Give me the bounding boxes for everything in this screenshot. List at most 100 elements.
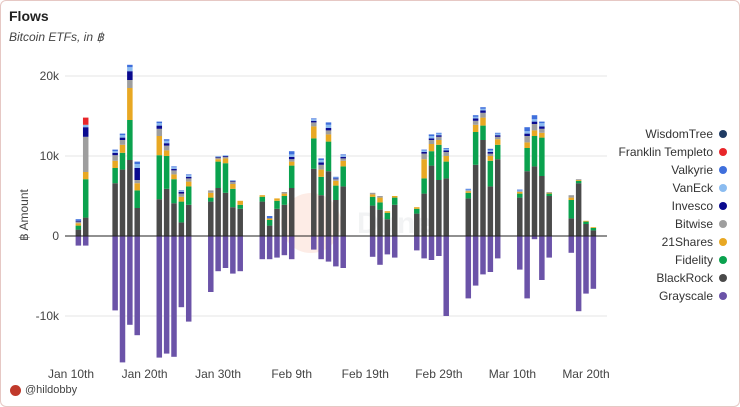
bar-segment-blackrock[interactable] <box>590 230 597 236</box>
legend-item-grayscale[interactable]: Grayscale <box>567 287 727 305</box>
bar-segment-blackrock[interactable] <box>127 160 133 236</box>
legend-item-wisdomtree[interactable]: WisdomTree <box>567 125 727 143</box>
bar-segment-21shares[interactable] <box>178 196 185 202</box>
bar-segment-21shares[interactable] <box>163 150 170 156</box>
bar-segment-bitwise[interactable] <box>487 153 494 156</box>
day-bar-stack[interactable] <box>259 195 266 260</box>
bar-segment-grayscale[interactable] <box>288 236 295 260</box>
bar-segment-bitwise[interactable] <box>222 156 229 159</box>
bar-segment-vaneck[interactable] <box>443 148 449 151</box>
bar-segment-blackrock[interactable] <box>215 188 221 236</box>
bar-segment-blackrock[interactable] <box>539 176 545 236</box>
bar-segment-blackrock[interactable] <box>465 198 472 236</box>
bar-segment-bitwise[interactable] <box>178 193 185 197</box>
bar-segment-vaneck[interactable] <box>487 150 494 152</box>
bar-segment-bitwise[interactable] <box>82 136 89 172</box>
bar-segment-grayscale[interactable] <box>134 236 140 336</box>
bar-segment-blackrock[interactable] <box>391 204 398 236</box>
bar-segment-21shares[interactable] <box>340 160 346 167</box>
bar-segment-21shares[interactable] <box>259 195 266 197</box>
bar-segment-grayscale[interactable] <box>487 236 494 272</box>
bar-segment-grayscale[interactable] <box>156 236 163 358</box>
bar-segment-grayscale[interactable] <box>127 236 133 325</box>
bar-segment-valkyrie[interactable] <box>171 166 177 168</box>
day-bar-stack[interactable] <box>443 148 449 316</box>
bar-segment-invesco[interactable] <box>119 137 126 140</box>
bar-segment-valkyrie[interactable] <box>539 121 545 124</box>
bar-segment-fidelity[interactable] <box>134 190 140 208</box>
bar-segment-grayscale[interactable] <box>472 236 479 286</box>
bar-segment-blackrock[interactable] <box>428 165 435 236</box>
bar-segment-21shares[interactable] <box>391 196 398 198</box>
bar-segment-21shares[interactable] <box>531 130 538 136</box>
legend-item-blackrock[interactable]: BlackRock <box>567 269 727 287</box>
day-bar-stack[interactable] <box>575 179 582 312</box>
bar-segment-invesco[interactable] <box>127 71 133 80</box>
bar-segment-fidelity[interactable] <box>414 208 420 214</box>
bar-segment-bitwise[interactable] <box>377 196 383 198</box>
bar-segment-bitwise[interactable] <box>472 120 479 125</box>
bar-segment-valkyrie[interactable] <box>340 154 346 156</box>
bar-segment-grayscale[interactable] <box>325 236 332 262</box>
bar-segment-21shares[interactable] <box>311 126 317 139</box>
bar-segment-fidelity[interactable] <box>568 200 575 219</box>
bar-segment-fidelity[interactable] <box>546 193 552 196</box>
bar-segment-fidelity[interactable] <box>583 221 589 224</box>
bar-segment-vaneck[interactable] <box>311 119 317 121</box>
bar-segment-fidelity[interactable] <box>494 144 501 160</box>
bar-segment-blackrock[interactable] <box>318 195 324 236</box>
day-bar-stack[interactable] <box>178 190 185 308</box>
day-bar-stack[interactable] <box>75 219 82 246</box>
bar-segment-invesco[interactable] <box>82 127 89 137</box>
day-bar-stack[interactable] <box>222 155 229 268</box>
bar-segment-valkyrie[interactable] <box>465 188 472 190</box>
bar-segment-invesco[interactable] <box>472 118 479 121</box>
day-bar-stack[interactable] <box>208 190 214 292</box>
bar-segment-blackrock[interactable] <box>185 204 192 236</box>
bar-segment-valkyrie[interactable] <box>119 133 126 136</box>
day-bar-stack[interactable] <box>384 211 391 255</box>
bar-segment-valkyrie[interactable] <box>428 134 435 136</box>
bar-segment-fidelity[interactable] <box>222 163 229 193</box>
bar-segment-blackrock[interactable] <box>259 201 266 236</box>
bar-segment-blackrock[interactable] <box>480 140 486 236</box>
legend-item-valkyrie[interactable]: Valkyrie <box>567 161 727 179</box>
bar-segment-blackrock[interactable] <box>568 218 575 236</box>
bar-segment-21shares[interactable] <box>487 156 494 161</box>
day-bar-stack[interactable] <box>311 118 317 250</box>
bar-segment-invesco[interactable] <box>163 143 170 146</box>
bar-segment-valkyrie[interactable] <box>112 149 118 152</box>
bar-segment-blackrock[interactable] <box>156 199 163 236</box>
bar-segment-bitwise[interactable] <box>134 180 140 184</box>
day-bar-stack[interactable] <box>163 139 170 354</box>
bar-segment-invesco[interactable] <box>443 150 449 152</box>
bar-segment-grayscale[interactable] <box>369 236 376 257</box>
bar-segment-blackrock[interactable] <box>494 159 501 236</box>
bar-segment-valkyrie[interactable] <box>325 122 332 125</box>
bar-segment-invesco[interactable] <box>185 176 192 179</box>
day-bar-stack[interactable] <box>517 189 523 270</box>
bar-segment-bitwise[interactable] <box>75 221 82 224</box>
bar-segment-bitwise[interactable] <box>531 124 538 131</box>
bar-segment-valkyrie[interactable] <box>185 174 192 176</box>
bar-segment-bitwise[interactable] <box>325 130 332 135</box>
day-bar-stack[interactable] <box>465 188 472 299</box>
day-bar-stack[interactable] <box>421 149 427 259</box>
day-bar-stack[interactable] <box>369 192 376 257</box>
bar-segment-grayscale[interactable] <box>222 236 229 268</box>
bar-segment-21shares[interactable] <box>384 211 391 213</box>
bar-segment-21shares[interactable] <box>333 180 339 186</box>
day-bar-stack[interactable] <box>377 196 383 265</box>
bar-segment-blackrock[interactable] <box>384 219 391 236</box>
bar-segment-vaneck[interactable] <box>134 164 140 168</box>
bar-segment-blackrock[interactable] <box>237 208 243 236</box>
bar-segment-fidelity[interactable] <box>163 156 170 189</box>
day-bar-stack[interactable] <box>185 174 192 322</box>
bar-segment-invesco[interactable] <box>311 120 317 123</box>
bar-segment-21shares[interactable] <box>208 192 214 198</box>
bar-segment-21shares[interactable] <box>575 180 582 181</box>
bar-segment-bitwise[interactable] <box>524 136 530 143</box>
bar-segment-blackrock[interactable] <box>333 200 339 236</box>
bar-segment-bitwise[interactable] <box>171 170 177 175</box>
bar-segment-invesco[interactable] <box>134 168 140 180</box>
